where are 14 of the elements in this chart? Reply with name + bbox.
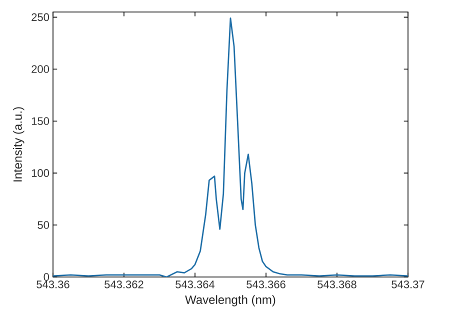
x-axis-title: Wavelength (nm): [185, 295, 276, 306]
x-tick-label: 543.364: [176, 280, 215, 288]
x-tick-label: 543.362: [104, 280, 144, 288]
y-axis-title: Intensity (a.u.): [13, 107, 24, 182]
y-tick-label: 200: [32, 65, 50, 74]
y-tick-label: 250: [32, 13, 50, 22]
x-tick-label: 543.368: [318, 280, 356, 288]
x-tick-label: 543.36: [36, 280, 70, 288]
y-tick-label: 0: [44, 273, 50, 281]
y-tick-label: 100: [32, 169, 50, 177]
x-tick-label: 543.37: [392, 280, 424, 288]
x-tick-label: 543.366: [246, 280, 286, 288]
y-tick-label: 150: [32, 117, 50, 126]
y-tick-label: 50: [38, 221, 50, 229]
